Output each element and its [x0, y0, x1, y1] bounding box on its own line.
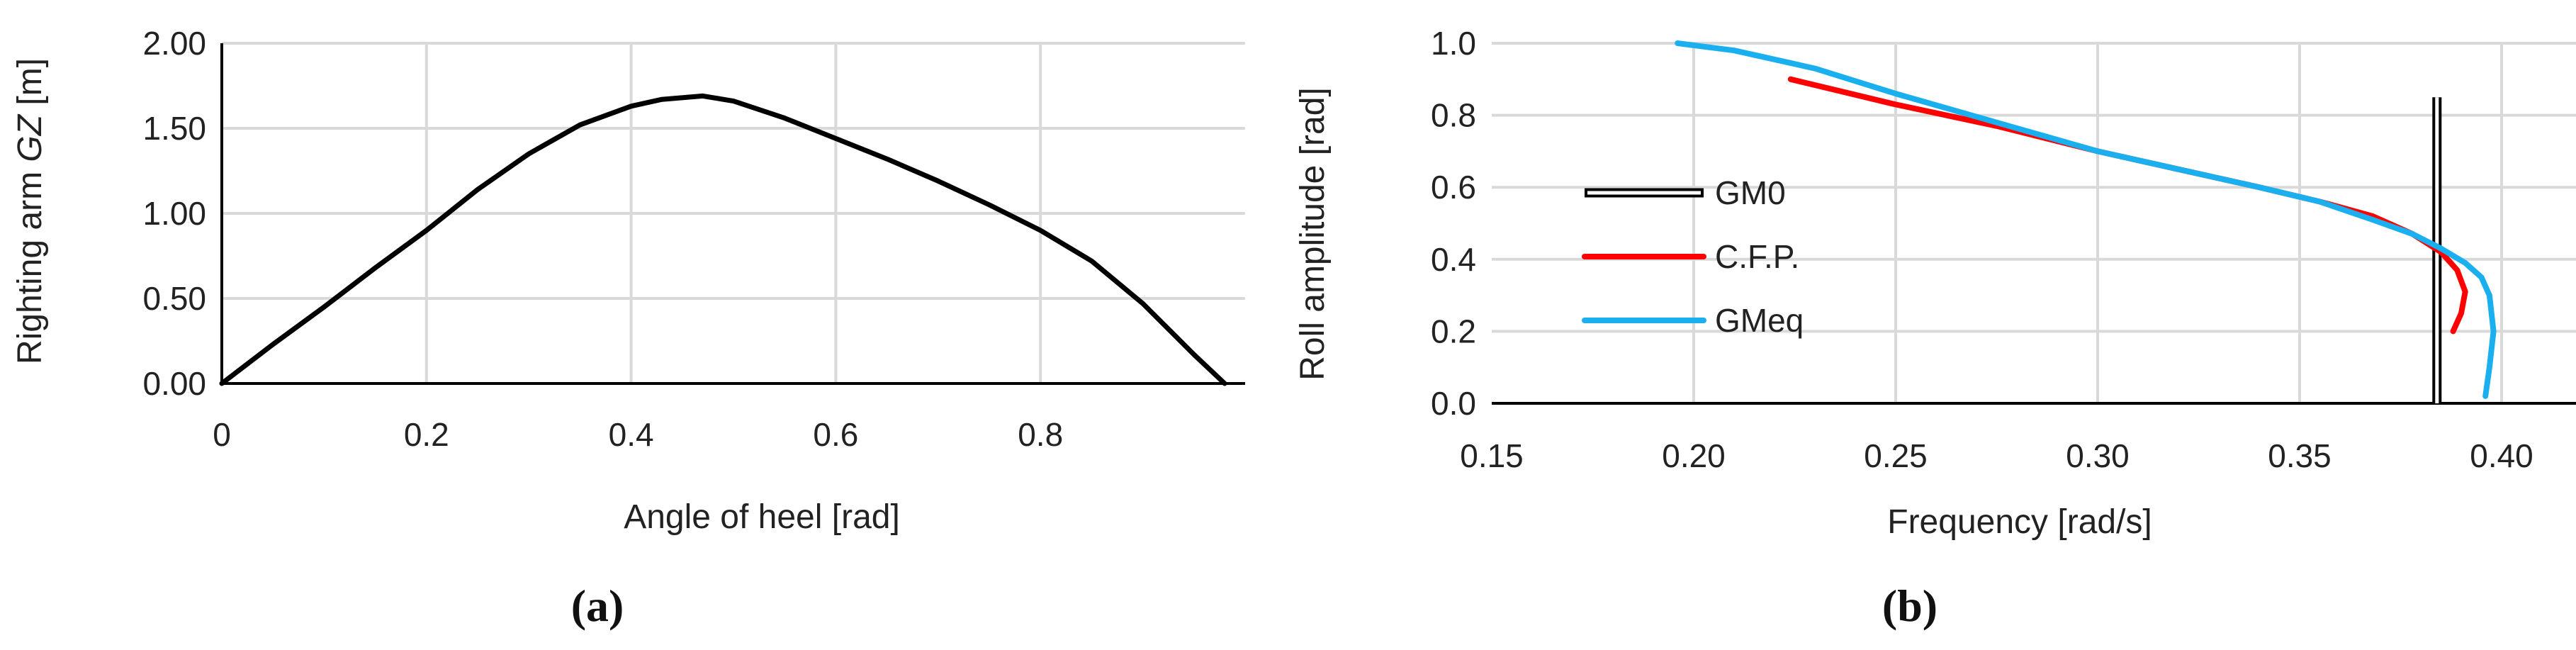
panel-a-y-axis-label-prefix: Righting arm: [11, 162, 49, 364]
panel-a-y-tick-label: 1.50: [142, 110, 206, 147]
panel-b-y-tick-label: 1.0: [1431, 25, 1476, 62]
panel-b-x-tick-labels: 0.150.200.250.300.350.400.4: [1460, 437, 2533, 474]
panel-a-gz-curve: [219, 93, 1227, 386]
panel-a-axes: [220, 43, 1245, 385]
panel-b-x-tick-label: 0.35: [2268, 437, 2332, 474]
panel-a-series: [219, 93, 1227, 386]
panel-b-legend-gm0-label: GM0: [1715, 174, 1786, 211]
panel-a-label: (a): [571, 581, 624, 631]
panel-b-x-tick-label: 0.40: [2470, 437, 2533, 474]
panel-b-y-tick-labels: 0.0 0.2 0.4 0.6 0.8 1.0: [1431, 25, 1476, 422]
panel-b-chart: 0.0 0.2 0.4 0.6 0.8 1.0 0.15 0.20 0.25 0.30 0.35 0…: [1294, 25, 2576, 631]
panel-b-series-c-f-p: [1787, 76, 2468, 335]
panel-a-x-tick-labels: 0 0.2 0.4 0.6 0.8: [213, 416, 1063, 453]
panel-a-x-tick-label: 0: [213, 416, 231, 453]
panel-b-y-tick-label: 0.4: [1431, 241, 1476, 278]
panel-b-x-tick-label: 0.25: [1864, 437, 1928, 474]
panel-a-y-tick-label: 2.00: [142, 25, 206, 62]
panel-a-x-axis-label: Angle of heel [rad]: [624, 498, 900, 536]
panel-b-label: (b): [1882, 581, 1937, 631]
panel-b-x-tick-label: 0.20: [1662, 437, 1726, 474]
panel-a-gridlines: [222, 42, 1245, 383]
panel-b-gridlines: [1492, 42, 2576, 403]
panel-a-x-tick-label: 0.8: [1018, 416, 1063, 453]
panel-a-y-tick-label: 1.00: [142, 195, 206, 232]
panel-a-y-tick-labels: 0.00 0.50 1.00 1.50 2.00: [142, 25, 206, 402]
panel-b-x-tick-label: 0.30: [2066, 437, 2130, 474]
panel-b-y-tick-label: 0.2: [1431, 313, 1476, 349]
panel-a-x-tick-label: 0.6: [813, 416, 858, 453]
panel-a-x-tick-label: 0.4: [609, 416, 654, 453]
panel-b-series-gmeq: [1675, 40, 2497, 399]
panel-b-y-tick-label: 0.8: [1431, 97, 1476, 134]
panel-a-chart: 0.00 0.50 1.00 1.50 2.00 0 0.2 0.4 0.6 0.8 Right…: [11, 25, 1245, 631]
panel-b-y-axis-label: Roll amplitude [rad]: [1294, 87, 1332, 381]
panel-b-y-tick-label: 0.6: [1431, 169, 1476, 206]
panel-b-x-tick-label: 0.15: [1460, 437, 1524, 474]
panel-a-y-axis-label-suffix: [m]: [11, 58, 49, 115]
panel-b-legend-c-f-p-label: C.F.P.: [1715, 238, 1799, 275]
panel-a-y-tick-label: 0.50: [142, 280, 206, 317]
panel-b-series: [1675, 40, 2497, 403]
panel-a-y-tick-label: 0.00: [142, 365, 206, 402]
panel-a-y-axis-label: Righting arm GZ [m]: [11, 58, 49, 364]
panel-b-y-tick-label: 0.0: [1431, 385, 1476, 422]
panel-b-legend: GM0 C.F.P. GMeq: [1582, 174, 1804, 339]
panel-a-y-axis-label-italic: GZ: [11, 113, 49, 162]
panel-b-x-axis-label: Frequency [rad/s]: [1887, 503, 2152, 541]
panel-b-legend-gmeq-label: GMeq: [1715, 302, 1804, 339]
panel-a-x-tick-label: 0.2: [404, 416, 449, 453]
